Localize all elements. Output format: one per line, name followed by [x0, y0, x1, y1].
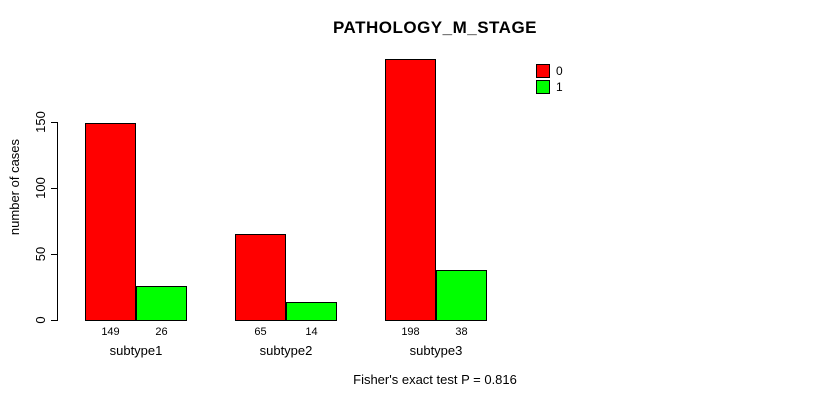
pvalue-annotation: Fisher's exact test P = 0.816	[353, 372, 517, 387]
y-axis-line	[57, 122, 58, 321]
bar-subtype2-group0	[235, 234, 286, 321]
bar-subtype3-group1	[436, 270, 487, 321]
y-tick-label: 100	[33, 177, 48, 199]
bar-value-label: 149	[101, 326, 120, 338]
legend-item: 0	[536, 64, 563, 78]
y-tick	[51, 254, 58, 255]
bar-subtype1-group0	[85, 123, 136, 321]
bar-value-label: 65	[254, 326, 267, 338]
bar-value-label: 38	[455, 326, 468, 338]
y-tick-label: 0	[33, 316, 48, 324]
y-axis-label: number of cases	[7, 138, 22, 236]
bar-value-label: 26	[155, 326, 168, 338]
bar-subtype3-group0	[385, 59, 436, 321]
bar-value-label: 198	[401, 326, 420, 338]
y-tick-label: 50	[33, 246, 48, 262]
y-tick-label: 150	[33, 111, 48, 133]
category-label: subtype3	[409, 343, 463, 358]
y-tick	[51, 188, 58, 189]
legend-label: 0	[556, 64, 563, 78]
bar-value-label: 14	[305, 326, 318, 338]
chart-title: PATHOLOGY_M_STAGE	[332, 18, 538, 37]
legend-item: 1	[536, 80, 563, 94]
legend-swatch	[536, 80, 550, 94]
y-tick	[51, 320, 58, 321]
legend-swatch	[536, 64, 550, 78]
y-tick	[51, 122, 58, 123]
category-label: subtype1	[109, 343, 163, 358]
bar-subtype1-group1	[136, 286, 187, 321]
legend-label: 1	[556, 80, 563, 94]
category-label: subtype2	[259, 343, 313, 358]
bar-subtype2-group1	[286, 302, 337, 321]
